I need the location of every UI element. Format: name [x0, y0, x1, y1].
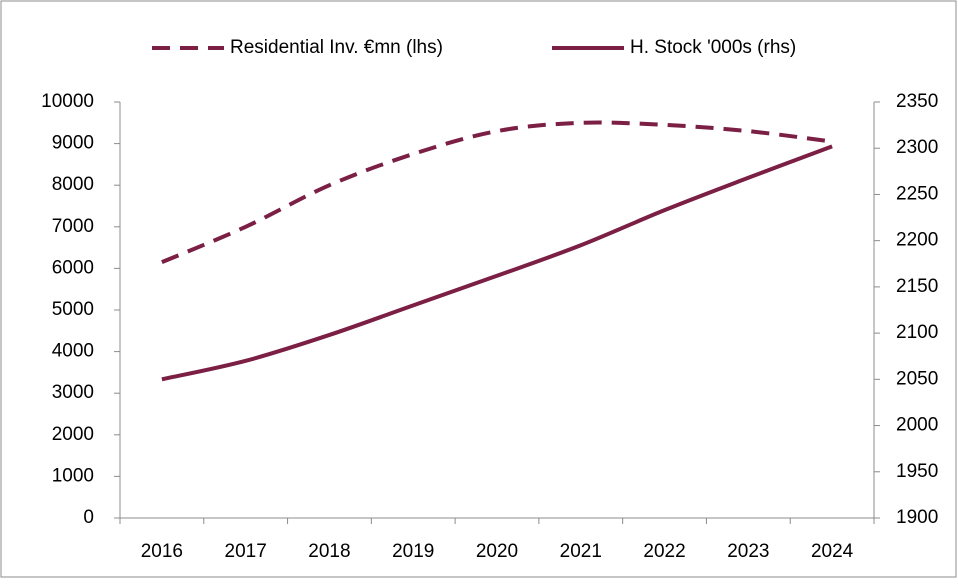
- x-tick-label: 2019: [392, 541, 434, 562]
- x-tick-label: 2020: [476, 541, 518, 562]
- series-line: [161, 120, 833, 265]
- y-tick-label: 8000: [52, 174, 94, 195]
- x-tick-label: 2016: [141, 541, 183, 562]
- y-tick-label: 10000: [41, 91, 94, 112]
- y-tick-label: 4000: [52, 341, 94, 362]
- x-tick-label: 2023: [727, 541, 769, 562]
- y2-tick-label: 2000: [896, 415, 938, 436]
- y2-tick-label: 1950: [896, 461, 938, 482]
- y-tick-label: 5000: [52, 299, 94, 320]
- y2-tick-label: 2050: [896, 368, 938, 389]
- y-tick-label: 3000: [52, 382, 94, 403]
- y2-tick-label: 2350: [896, 91, 938, 112]
- x-tick-label: 2022: [643, 541, 685, 562]
- x-tick-label: 2024: [811, 541, 854, 562]
- y2-tick-label: 2150: [896, 276, 938, 297]
- y-tick-label: 1000: [52, 465, 94, 486]
- series-line: [161, 144, 833, 382]
- y-tick-label: 7000: [52, 216, 94, 237]
- legend-label: H. Stock '000s (rhs): [630, 37, 796, 58]
- y-tick-label: 6000: [52, 257, 94, 278]
- y-tick-label: 9000: [52, 133, 94, 154]
- x-tick-label: 2021: [560, 541, 602, 562]
- y2-tick-label: 2250: [896, 183, 938, 204]
- legend-label: Residential Inv. €mn (lhs): [230, 37, 443, 58]
- y2-tick-label: 2300: [896, 137, 938, 158]
- x-tick-label: 2017: [225, 541, 267, 562]
- y-tick-label: 0: [83, 507, 94, 528]
- y-tick-label: 2000: [52, 424, 94, 445]
- y2-tick-label: 2100: [896, 322, 938, 343]
- y2-tick-label: 2200: [896, 230, 938, 251]
- x-tick-label: 2018: [308, 541, 350, 562]
- y2-tick-label: 1900: [896, 507, 938, 528]
